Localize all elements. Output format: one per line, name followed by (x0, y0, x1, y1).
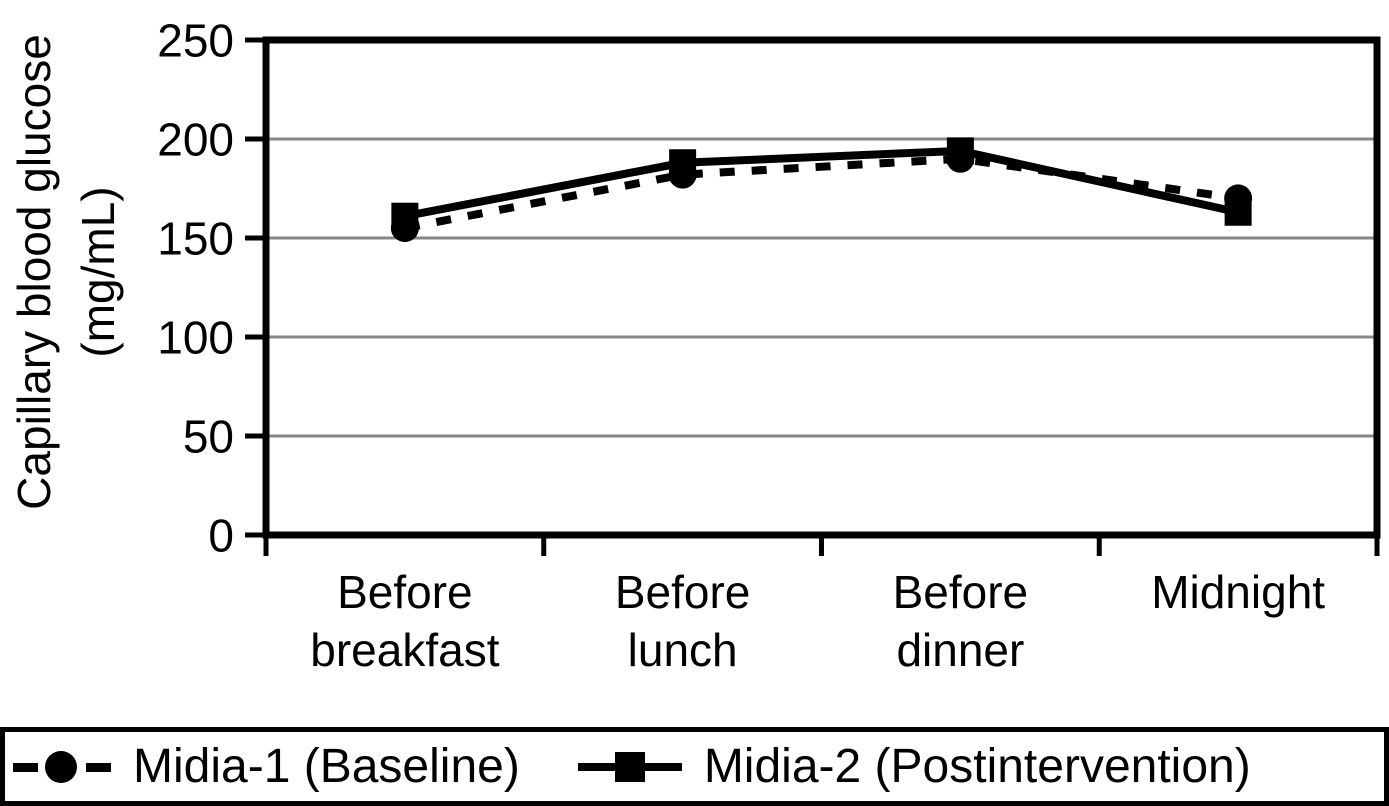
series-line-1 (404, 154, 1239, 233)
y-tick-label-150: 150 (157, 213, 234, 265)
legend-label-midia1: Midia-1 (Baseline) (133, 740, 520, 793)
y-tick-label-50: 50 (183, 411, 234, 463)
series-line-2 (404, 146, 1239, 221)
series2-point-2 (669, 149, 697, 177)
x-category-label-4: Midnight (1151, 566, 1325, 618)
series2-point-3 (946, 137, 974, 165)
legend-item-midia2: Midia-2 (Postintervention) (577, 739, 1251, 794)
y-axis-title-line2: (mg/mL) (72, 186, 124, 358)
x-category-label-2: Before lunch (615, 566, 751, 676)
y-tick-label-100: 100 (157, 312, 234, 364)
y-tick-label-250: 250 (157, 15, 234, 67)
y-axis-title-line1: Capillary blood glucose (8, 34, 60, 510)
y-tick-label-200: 200 (157, 114, 234, 166)
y-tick-label-0: 0 (208, 510, 234, 562)
series2-point-1 (391, 202, 419, 230)
x-category-label-1: Before breakfast (310, 566, 499, 676)
solid-line-square-marker-icon (577, 751, 682, 782)
plot-frame (262, 36, 1381, 539)
y-axis-title: Capillary blood glucose (mg/mL) (2, 0, 142, 622)
legend: Midia-1 (Baseline) Midia-2 (Postinterven… (0, 727, 1389, 806)
legend-item-midia1: Midia-1 (Baseline) (13, 739, 520, 794)
series2-point-4 (1224, 198, 1252, 226)
plot-area: 0 50 100 150 200 250 Before breakfast Before lunc… (157, 15, 1381, 676)
x-category-label-3: Before dinner (893, 566, 1029, 676)
legend-label-midia2: Midia-2 (Postintervention) (703, 740, 1251, 793)
dashed-line-circle-marker-icon (13, 750, 111, 783)
